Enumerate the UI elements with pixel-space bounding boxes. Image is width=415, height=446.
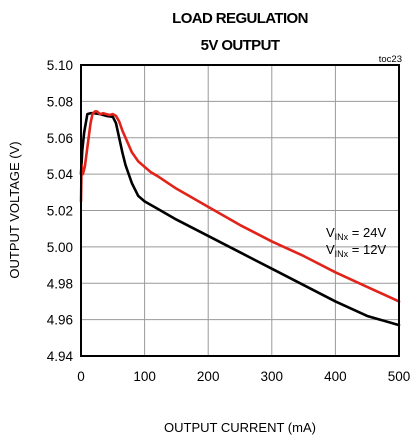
- y-tick-label: 5.08: [47, 94, 73, 109]
- annotation-vin-12v-prefix: V: [326, 242, 335, 257]
- x-tick-label: 300: [261, 369, 284, 384]
- x-tick-label: 0: [77, 369, 85, 384]
- annotation-vin-24v: VINx = 24V: [326, 225, 386, 242]
- y-tick-label: 5.02: [47, 204, 73, 219]
- chart-title-line2: 5V OUTPUT: [201, 37, 280, 54]
- y-tick-label: 4.98: [47, 276, 73, 291]
- annotation-vin-24v-prefix: V: [326, 225, 335, 240]
- y-tick-label: 4.96: [47, 313, 73, 328]
- annotation-vin-12v-subscript: INx: [335, 249, 349, 259]
- x-tick-label: 500: [388, 369, 411, 384]
- grid-lines: [81, 65, 399, 356]
- x-tick-label: 400: [324, 369, 347, 384]
- x-axis-label: OUTPUT CURRENT (mA): [164, 420, 316, 435]
- plot-frame: [80, 64, 400, 357]
- y-axis-label: OUTPUT VOLTAGE (V): [7, 141, 22, 278]
- series-line-red: [79, 110, 401, 303]
- y-tick-label: 5.06: [47, 131, 73, 146]
- chart-title-line1: LOAD REGULATION: [172, 10, 308, 27]
- x-tick-labels: 0 100 200 300 400 500: [77, 369, 410, 384]
- annotation-vin-24v-value: = 24V: [348, 225, 386, 240]
- y-tick-label: 5.04: [47, 167, 74, 182]
- x-tick-label: 100: [133, 369, 156, 384]
- x-tick-label: 200: [197, 369, 220, 384]
- annotation-vin-12v-value: = 12V: [348, 242, 386, 257]
- chart-tag: toc23: [379, 54, 402, 65]
- y-tick-label: 4.94: [47, 349, 74, 364]
- y-tick-label: 5.00: [47, 240, 73, 255]
- annotation-vin-12v: VINx = 12V: [326, 242, 386, 259]
- y-tick-label: 5.10: [47, 58, 73, 73]
- y-tick-labels: 4.94 4.96 4.98 5.00 5.02 5.04 5.06 5.08 5.10: [47, 58, 74, 364]
- series-lines: [79, 110, 401, 327]
- annotation-vin-24v-subscript: INx: [335, 232, 349, 242]
